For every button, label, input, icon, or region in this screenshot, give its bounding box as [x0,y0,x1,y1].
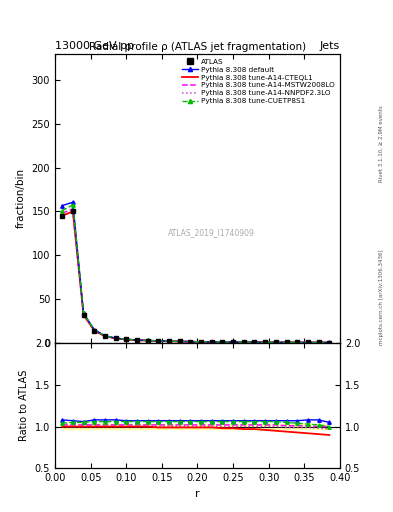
Text: 13000 GeV pp: 13000 GeV pp [55,41,134,51]
Text: Rivet 3.1.10, ≥ 2.9M events: Rivet 3.1.10, ≥ 2.9M events [379,105,384,182]
Y-axis label: Ratio to ATLAS: Ratio to ATLAS [19,370,29,441]
Title: Radial profile ρ (ATLAS jet fragmentation): Radial profile ρ (ATLAS jet fragmentatio… [89,41,306,52]
Text: mcplots.cern.ch [arXiv:1306.3436]: mcplots.cern.ch [arXiv:1306.3436] [379,249,384,345]
Text: ATLAS_2019_I1740909: ATLAS_2019_I1740909 [168,228,255,238]
Y-axis label: fraction/bin: fraction/bin [16,168,26,228]
Text: Jets: Jets [320,41,340,51]
Legend: ATLAS, Pythia 8.308 default, Pythia 8.308 tune-A14-CTEQL1, Pythia 8.308 tune-A14: ATLAS, Pythia 8.308 default, Pythia 8.30… [181,57,336,105]
X-axis label: r: r [195,489,200,499]
